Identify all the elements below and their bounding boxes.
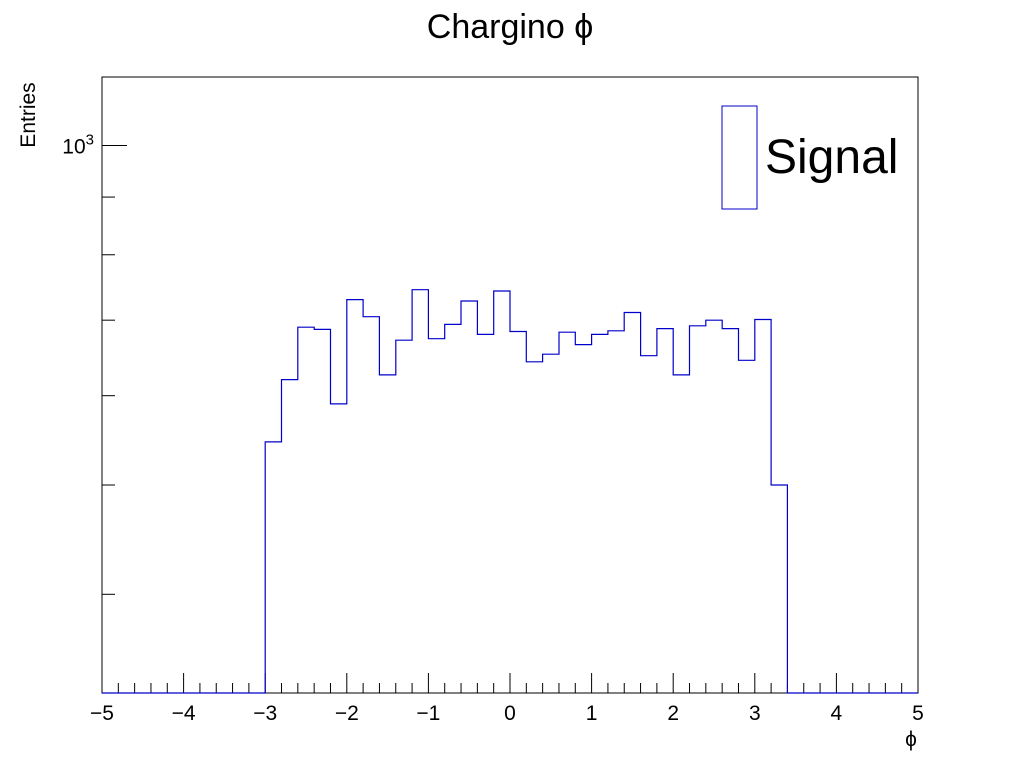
x-tick-label: 2 <box>667 702 679 725</box>
x-tick-label: −5 <box>90 702 114 725</box>
x-tick-label: −4 <box>172 702 196 725</box>
series-layer <box>102 289 918 694</box>
histogram-line-signal <box>102 289 918 694</box>
legend-label-signal: Signal <box>765 131 898 184</box>
x-tick-label: −2 <box>335 702 359 725</box>
x-tick-label: 5 <box>912 702 924 725</box>
x-axis-label: ϕ <box>905 728 917 751</box>
y-tick-label: 103 <box>62 131 94 158</box>
x-tick-label: 4 <box>831 702 843 725</box>
y-axis: 103 <box>62 131 127 595</box>
legend-swatch-signal <box>721 105 758 210</box>
x-tick-label: −3 <box>253 702 277 725</box>
x-tick-label: −1 <box>416 702 440 725</box>
x-tick-label: 3 <box>749 702 761 725</box>
x-axis: −5 −4 −3 −2 −1 0 1 2 3 4 5 <box>90 673 924 725</box>
legend: Signal <box>721 105 898 210</box>
x-tick-label: 0 <box>504 702 516 725</box>
chart-title: Chargino ϕ <box>427 8 593 46</box>
x-tick-label: 1 <box>586 702 598 725</box>
y-axis-label: Entries <box>17 82 40 147</box>
